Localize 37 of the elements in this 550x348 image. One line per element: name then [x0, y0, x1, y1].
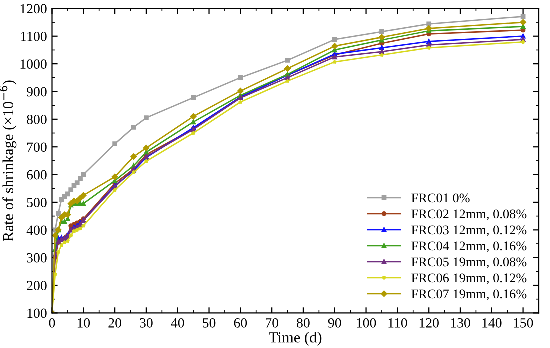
legend-label: FRC04 12mm, 0.16%: [412, 242, 527, 253]
legend-label: FRC01 0%: [412, 194, 470, 203]
y-tick-label: 900: [27, 87, 47, 97]
y-tick-label: 200: [27, 281, 47, 290]
legend-label: FRC06 19mm, 0.12%: [412, 274, 527, 285]
y-tick-label: 1100: [21, 32, 47, 42]
legend-label: FRC05 19mm, 0.08%: [412, 258, 527, 269]
legend-label: FRC07 19mm, 0.16%: [412, 290, 527, 301]
x-tick-label: 60: [234, 318, 248, 328]
x-tick-label: 120: [420, 318, 439, 328]
x-tick-label: 80: [297, 318, 310, 328]
legend-label: FRC02 12mm, 0.08%: [412, 210, 527, 221]
x-tick-label: 40: [171, 318, 184, 328]
legend-label: FRC03 12mm, 0.12%: [412, 226, 527, 237]
x-tick-label: 150: [514, 318, 534, 328]
x-tick-label: 100: [357, 318, 376, 328]
y-tick-label: 1200: [20, 4, 47, 14]
x-tick-label: 0: [49, 318, 56, 328]
y-tick-label: 600: [27, 170, 47, 180]
x-tick-label: 10: [78, 318, 90, 328]
x-axis-title: Time (d): [269, 332, 322, 346]
y-tick-label: 400: [26, 226, 47, 236]
y-tick-label: 1000: [20, 60, 47, 70]
y-tick-label: 300: [27, 253, 47, 263]
y-tick-label: 500: [27, 198, 47, 208]
x-tick-label: 30: [140, 318, 153, 328]
x-tick-label: 130: [451, 318, 470, 328]
y-axis-title: Rate of shrinkage (×10$^{−6}$): [0, 80, 17, 242]
x-tick-label: 90: [328, 318, 342, 328]
x-tick-label: 50: [203, 318, 216, 328]
x-tick-label: 20: [108, 318, 122, 328]
y-tick-label: 700: [27, 142, 47, 152]
y-tick-label: 100: [28, 308, 47, 318]
x-tick-label: 110: [388, 318, 408, 328]
x-tick-label: 70: [266, 318, 278, 328]
y-tick-label: 800: [27, 115, 47, 124]
x-tick-label: 140: [482, 318, 502, 328]
